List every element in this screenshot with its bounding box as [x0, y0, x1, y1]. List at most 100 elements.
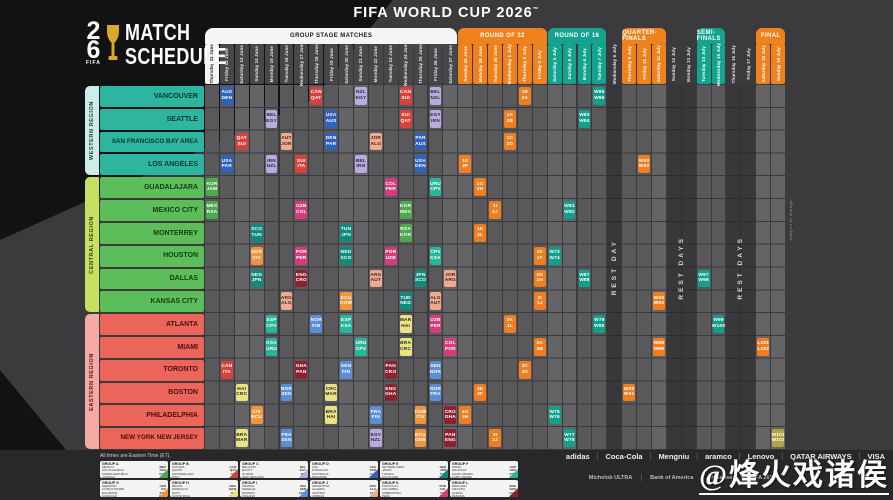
stage-header-label: QUARTER-FINALS	[622, 30, 658, 42]
legend-group-color-corner	[509, 469, 518, 478]
legend-group-a: GROUP A MEXICO MEX SOUTH AFRICA RSA KOREA REP…	[100, 461, 168, 478]
date-column-header: Wednesday 1 July	[503, 44, 517, 84]
team-code-away: MEX	[400, 209, 412, 215]
date-label: Wednesday 8 July	[611, 43, 617, 85]
stage-header-label: ROUND OF 32	[480, 33, 525, 39]
match-cell: USA DEN	[414, 155, 427, 174]
match-cell: KOR MEX	[399, 201, 412, 219]
trademark-symbol: ™	[532, 7, 540, 14]
fifa-wordmark: FIFA	[86, 60, 101, 66]
team-code-away: CUW	[340, 301, 353, 307]
match-cell: 3C 3D	[518, 360, 531, 379]
stage-header-group-stage-matches: GROUP STAGE MATCHES	[205, 28, 458, 44]
team-code-away: JOR	[281, 141, 292, 147]
legend-group-label: GROUP F	[452, 462, 469, 466]
match-cell: AUT JOR	[280, 132, 293, 151]
match-cell: W95 W96	[653, 337, 665, 356]
team-code-away: W98	[698, 278, 709, 284]
grid-column	[771, 85, 786, 450]
team-code-away: GHA	[444, 415, 456, 421]
grid-column	[249, 85, 264, 450]
legend-group-h: GROUP H BRAZIL BRA MOROCCO MAR HAITI HAI COSTA …	[170, 480, 238, 497]
team-code-away: W78	[564, 438, 575, 444]
team-code-away: W100	[711, 324, 726, 330]
team-code-away: URU	[266, 346, 278, 352]
city-row-kansas-city: KANSAS CITY	[100, 291, 204, 313]
sponsor-logo-michelob-ultra: Michelob ULTRA	[588, 474, 633, 481]
rest-days-label: REST DAYS	[737, 235, 745, 300]
legend-group-d: GROUP D USA USA PARAGUAY PAR AUSTRALIA AUS DENM…	[310, 461, 378, 478]
team-code-away: ITA	[222, 369, 231, 375]
city-row-san-francisco-bay-area: SAN FRANCISCO BAY AREA	[100, 131, 204, 153]
date-label: Saturday 4 July	[552, 46, 558, 82]
logo-line-match: MATCH	[124, 19, 191, 45]
legend-team-row: NEW ZEALAND NZL	[242, 474, 306, 478]
team-code-away: ALG	[281, 301, 292, 307]
match-cell: FRA FIN	[369, 406, 382, 425]
team-code-away: PAR	[325, 141, 337, 147]
city-row-houston: HOUSTON	[100, 245, 204, 267]
date-column-header: Friday 12 June	[219, 44, 234, 84]
team-code-away: GHA	[385, 392, 397, 398]
date-column-header: Sunday 21 June	[354, 44, 368, 84]
date-column-header: Monday 22 June	[368, 44, 383, 84]
subject-to-change-note: Subject to change	[788, 200, 793, 241]
team-code-away: IRN	[356, 164, 366, 170]
sponsor-logo-bank-of-america: Bank of America	[650, 474, 694, 481]
date-column-header: Tuesday 16 June	[279, 44, 294, 84]
city-row-atlanta: ATLANTA	[100, 314, 204, 335]
match-cell: RSA KOR	[399, 223, 412, 242]
team-code-away: PER	[296, 255, 307, 261]
grid-column	[488, 85, 502, 450]
legend-group-label: GROUP E	[382, 462, 399, 466]
team-code-away: NOR	[429, 369, 442, 375]
city-row-miami: MIAMI	[100, 336, 204, 358]
region-bar-eastern: EASTERN REGION	[85, 314, 99, 449]
sponsor-separator: |	[701, 474, 704, 481]
match-cell: GER CIV	[250, 246, 263, 265]
sponsor-separator: |	[640, 474, 643, 481]
rest-days-column: REST DAY	[607, 85, 622, 450]
match-cell: POR PER	[295, 246, 308, 265]
legend-team-row: GERMANY GER	[102, 484, 166, 488]
match-cell: EGY IRN	[429, 109, 442, 128]
date-label: Friday 17 July	[745, 48, 751, 80]
legend-group-c: GROUP C BELGIUM BEL EGYPT EGY IR IRAN IRN NEW Z…	[240, 461, 308, 478]
legend-team-row: CABO VERDE CPV	[452, 474, 516, 478]
grid-column	[652, 85, 666, 450]
date-label: Saturday 27 June	[447, 44, 453, 84]
sponsor-logo-mengniu: Mengniu	[658, 452, 690, 461]
stage-header-label: ROUND OF 16	[554, 33, 600, 39]
logo-line-schedule: SCHEDULE	[124, 43, 227, 69]
match-cell: COL PER	[384, 178, 397, 197]
match-cell: 1A 2B	[504, 109, 516, 128]
match-cell: PAR AUS	[414, 132, 427, 151]
date-column-header: Thursday 18 June	[309, 44, 324, 84]
date-column-header: Monday 13 July	[682, 44, 696, 84]
city-row-los-angeles: LOS ANGELES	[100, 154, 204, 176]
match-cell: W87 W88	[578, 269, 591, 288]
match-cell: URU CPV	[429, 178, 442, 197]
team-code-away: L102	[757, 346, 770, 352]
date-label: Saturday 18 July	[760, 45, 766, 83]
date-label: Friday 3 July	[537, 49, 543, 79]
legend-group-label: GROUP H	[172, 481, 189, 485]
grid-column	[205, 85, 219, 450]
match-cell: BEL NZL	[429, 87, 442, 105]
legend-group-j: GROUP J ARGENTINA ARG ALGERIA ALG AUSTRIA AUT J…	[310, 480, 378, 497]
team-code-away: NZL	[370, 438, 381, 444]
match-cell: IRN NZL	[265, 155, 278, 174]
date-column-header: Thursday 9 July	[622, 44, 637, 84]
match-cell: USA PAR	[220, 155, 233, 174]
match-cell: FRA SEN	[280, 429, 293, 447]
date-column-header: Tuesday 30 June	[488, 44, 502, 84]
team-code-away: 2L	[477, 232, 484, 238]
legend-group-label: GROUP L	[452, 481, 469, 485]
city-row-new-york-new-jersey: NEW YORK NEW JERSEY	[100, 428, 204, 449]
date-column-header: Saturday 11 July	[652, 44, 666, 84]
grid-column	[577, 85, 592, 450]
grid-column	[711, 85, 726, 450]
stage-header-semi-finals: SEMI-FINALS	[696, 28, 726, 44]
date-label: Tuesday 7 July	[596, 47, 602, 81]
match-cell: BRA HAI	[325, 406, 338, 425]
